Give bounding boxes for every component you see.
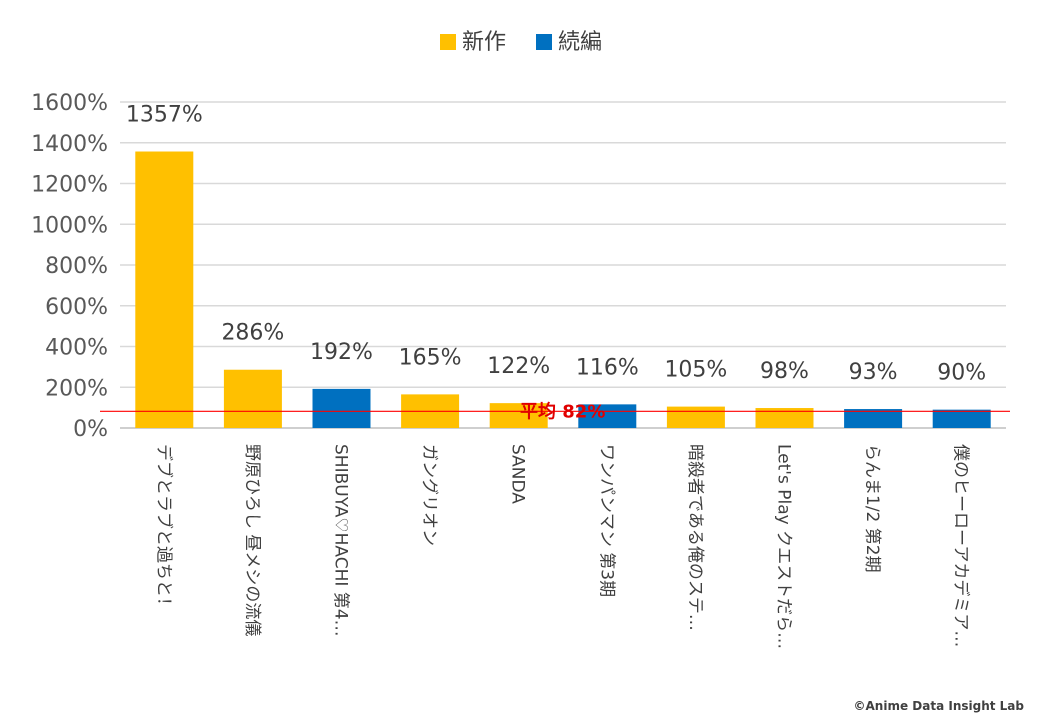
- legend-swatch-1: [536, 34, 552, 50]
- data-label-5: 116%: [576, 355, 639, 380]
- y-axis-ticks: 0% 200% 400% 600% 800% 1000% 1200% 1400% 1600%: [31, 91, 108, 442]
- bars: [135, 151, 991, 429]
- y-tick-label-6: 1200%: [31, 173, 108, 198]
- legend-label-1: 続編: [558, 30, 602, 55]
- category-label-5: ワンパンマン 第3期: [596, 444, 616, 597]
- y-tick-label-0: 0%: [73, 417, 108, 442]
- legend-swatch-0: [440, 34, 456, 50]
- data-label-1: 286%: [221, 321, 284, 346]
- y-tick-label-1: 200%: [45, 376, 108, 401]
- bar-8: [844, 409, 903, 428]
- bar-4: [489, 403, 548, 428]
- y-tick-label-5: 1000%: [31, 213, 108, 238]
- category-labels: デブとラブと過ちと！ 野原ひろし 昼メシの流儀 SHIBUYA♡HACHI 第4… ガ…: [153, 444, 971, 649]
- data-label-7: 98%: [760, 359, 809, 384]
- bar-6: [666, 406, 725, 428]
- credit-text: ©Anime Data Insight Lab: [854, 699, 1025, 713]
- data-label-3: 165%: [399, 345, 462, 370]
- bar-1: [223, 369, 282, 428]
- data-label-0: 1357%: [126, 103, 203, 128]
- average-label: 平均 82%: [520, 400, 605, 422]
- category-label-8: らんま1/2 第2期: [862, 444, 882, 573]
- data-labels: 1357% 286% 192% 165% 122% 116% 105% 98% 93% 90%: [126, 103, 986, 386]
- y-tick-label-3: 600%: [45, 295, 108, 320]
- average-line-group: 平均 82%: [100, 400, 1010, 422]
- category-label-2: SHIBUYA♡HACHI 第4…: [331, 444, 351, 637]
- category-label-4: SANDA: [508, 444, 528, 504]
- y-tick-label-2: 400%: [45, 336, 108, 361]
- data-label-9: 90%: [937, 361, 986, 386]
- category-label-9: 僕のヒーローアカデミア…: [951, 444, 972, 647]
- legend: 新作 続編: [440, 30, 602, 55]
- bar-2: [312, 388, 371, 428]
- bar-5: [578, 404, 637, 428]
- bar-7: [755, 408, 814, 428]
- y-tick-label-8: 1600%: [31, 91, 108, 116]
- data-label-4: 122%: [487, 354, 550, 379]
- category-label-3: ガングリオン: [419, 444, 439, 546]
- legend-label-0: 新作: [462, 30, 506, 55]
- bar-0: [135, 151, 194, 429]
- data-label-2: 192%: [310, 340, 373, 365]
- data-label-6: 105%: [664, 358, 727, 383]
- category-label-7: Let's Play クエストだら…: [774, 444, 794, 649]
- category-label-1: 野原ひろし 昼メシの流儀: [242, 444, 262, 636]
- category-label-6: 暗殺者である俺のステ…: [685, 444, 705, 631]
- data-label-8: 93%: [849, 360, 898, 385]
- category-label-0: デブとラブと過ちと！: [153, 444, 174, 614]
- y-tick-label-7: 1400%: [31, 132, 108, 157]
- bar-9: [932, 409, 991, 428]
- y-tick-label-4: 800%: [45, 254, 108, 279]
